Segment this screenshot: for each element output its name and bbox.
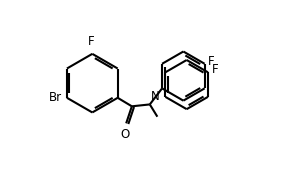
Text: O: O [121, 128, 130, 141]
Text: F: F [88, 35, 95, 48]
Text: F: F [212, 63, 218, 76]
Text: N: N [151, 91, 160, 104]
Text: Br: Br [49, 91, 62, 104]
Text: F: F [207, 55, 214, 68]
